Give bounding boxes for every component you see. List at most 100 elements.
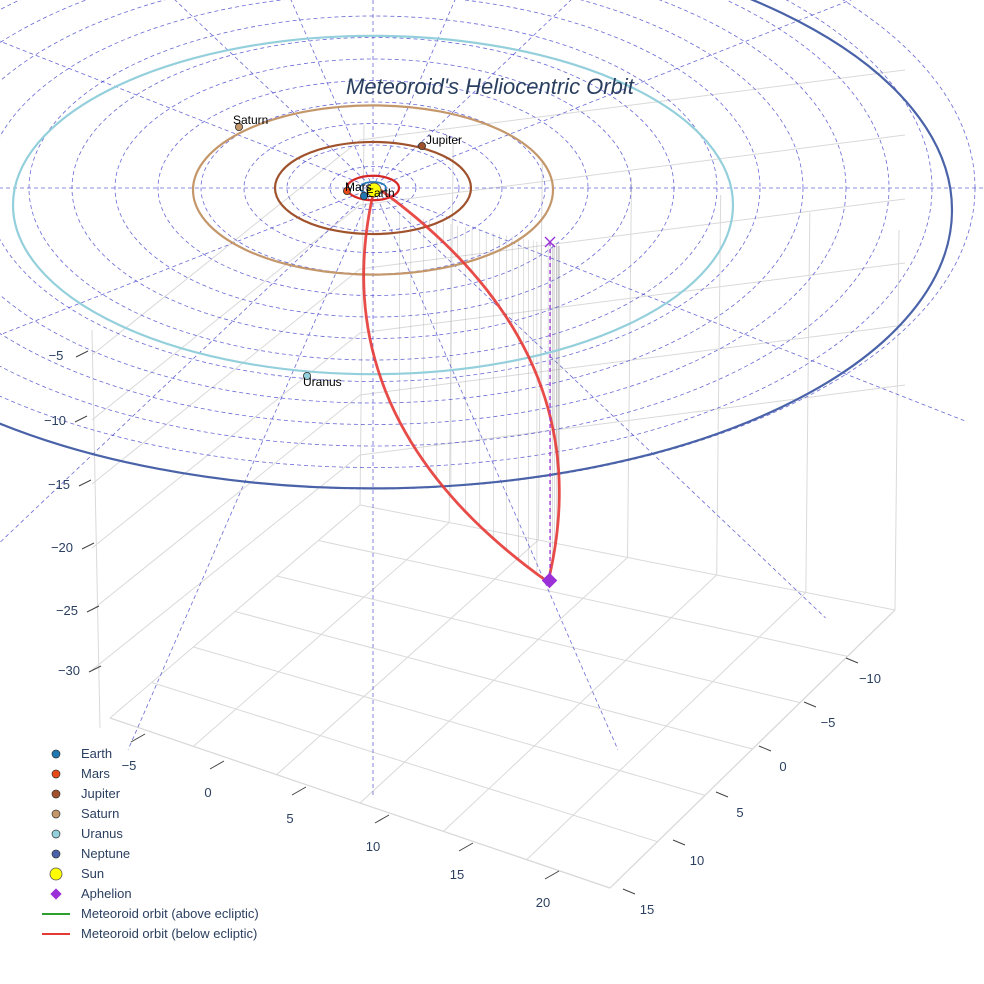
z-tick-mark bbox=[86, 605, 100, 613]
wall-grid-line bbox=[627, 177, 632, 558]
z-tick-mark bbox=[88, 665, 102, 673]
legend-swatch bbox=[51, 769, 61, 779]
wall-grid bbox=[91, 69, 906, 889]
planet-orbits bbox=[0, 0, 953, 490]
axis-ticks: −5 0 5 10 15 20 −10 −5 0 5 10 15 −5 −10 −15 −20 −25 −30 bbox=[44, 348, 881, 917]
x-tick-label: −5 bbox=[122, 758, 137, 773]
aphelion-marker bbox=[541, 572, 558, 589]
planet-label-mars: Mars bbox=[345, 180, 372, 194]
x-tick-mark bbox=[209, 760, 225, 770]
wall-grid-line bbox=[91, 204, 361, 421]
x-tick-label: 20 bbox=[536, 895, 550, 910]
polar-grid-spoke bbox=[0, 40, 965, 422]
x-tick-mark bbox=[458, 842, 474, 852]
meteoroid-orbit bbox=[362, 184, 561, 589]
x-tick-mark bbox=[291, 786, 307, 796]
legend-label: Uranus bbox=[81, 826, 123, 841]
legend-label: Earth bbox=[81, 746, 113, 761]
z-tick-label: −25 bbox=[56, 603, 78, 618]
planet-label-saturn: Saturn bbox=[233, 113, 268, 127]
ecliptic-polar-grid bbox=[0, 0, 984, 796]
legend-swatch bbox=[51, 849, 61, 859]
planet-earth bbox=[359, 191, 368, 200]
y-tick-mark bbox=[845, 657, 859, 664]
legend-label: Mars bbox=[81, 766, 110, 781]
chart-title: Meteoroid's Heliocentric Orbit bbox=[346, 74, 634, 99]
legend-swatch bbox=[51, 809, 61, 819]
legend-swatch bbox=[51, 749, 61, 759]
wall-grid-line bbox=[91, 394, 361, 611]
y-tick-label: −5 bbox=[821, 715, 836, 730]
floor-grid-line bbox=[318, 540, 848, 657]
wall-grid-line bbox=[894, 229, 900, 611]
y-tick-label: −10 bbox=[859, 671, 881, 686]
y-tick-label: 5 bbox=[736, 805, 743, 820]
z-tick-label: −10 bbox=[44, 413, 66, 428]
y-tick-label: 10 bbox=[690, 853, 704, 868]
legend-label: Meteoroid orbit (below ecliptic) bbox=[81, 926, 258, 941]
z-tick-mark bbox=[81, 542, 95, 550]
legend-label: Jupiter bbox=[81, 786, 121, 801]
x-tick-mark bbox=[374, 814, 390, 824]
y-tick-label: 0 bbox=[779, 759, 786, 774]
y-tick-mark bbox=[803, 701, 817, 708]
y-axis-line bbox=[609, 609, 896, 889]
y-tick-mark bbox=[672, 839, 686, 846]
legend-swatch bbox=[42, 933, 70, 935]
x-tick-label: 0 bbox=[204, 785, 211, 800]
polar-grid-ring bbox=[0, 0, 890, 447]
planet-mars bbox=[342, 186, 351, 195]
sun-marker bbox=[366, 182, 382, 198]
z-tick-label: −20 bbox=[51, 540, 73, 555]
x-tick-mark bbox=[130, 733, 146, 743]
meteoroid-orbit-below-ecliptic bbox=[362, 184, 561, 585]
floor-grid bbox=[109, 504, 896, 889]
x-tick-label: 15 bbox=[450, 867, 464, 882]
legend-swatch bbox=[50, 888, 62, 900]
z-tick-mark bbox=[74, 415, 88, 423]
wall-grid-line bbox=[91, 454, 361, 671]
legend-label: Meteoroid orbit (above ecliptic) bbox=[81, 906, 259, 921]
legend-swatch bbox=[42, 913, 70, 915]
wall-grid-line bbox=[91, 139, 361, 356]
floor-grid-line bbox=[526, 592, 807, 861]
polar-grid-ring bbox=[0, 0, 761, 382]
legend-swatch bbox=[49, 867, 63, 881]
polar-grid-ring bbox=[286, 144, 460, 232]
wall-grid-line bbox=[716, 194, 722, 576]
aphelion-projection-marker bbox=[544, 236, 556, 248]
orbit-saturn bbox=[191, 104, 555, 276]
z-tick-mark bbox=[78, 479, 92, 487]
planet-saturn bbox=[234, 123, 243, 132]
z-tick-label: −5 bbox=[49, 348, 64, 363]
legend-swatch bbox=[51, 789, 61, 799]
polar-grid-ring bbox=[0, 0, 933, 468]
planet-label-uranus: Uranus bbox=[303, 375, 342, 389]
legend-label: Sun bbox=[81, 866, 105, 881]
z-tick-mark bbox=[75, 350, 89, 358]
x-axis-line bbox=[109, 717, 611, 889]
planet-label-jupiter: Jupiter bbox=[426, 133, 462, 147]
orbit-neptune bbox=[0, 0, 953, 490]
floor-grid-line bbox=[442, 574, 718, 832]
x-tick-mark bbox=[544, 870, 560, 880]
wall-grid-line bbox=[359, 134, 906, 206]
polar-grid-ring bbox=[0, 0, 804, 404]
y-tick-label: 15 bbox=[640, 902, 654, 917]
wall-grid-line bbox=[359, 198, 906, 270]
y-tick-mark bbox=[715, 791, 729, 798]
y-tick-mark bbox=[622, 888, 636, 895]
z-axis-line bbox=[91, 329, 101, 729]
drop-lines bbox=[399, 213, 560, 574]
x-tick-label: 5 bbox=[286, 811, 293, 826]
z-tick-label: −15 bbox=[48, 477, 70, 492]
legend-swatch bbox=[51, 829, 61, 839]
wall-grid-line bbox=[91, 332, 361, 549]
legend-label: Aphelion bbox=[81, 886, 132, 901]
z-tick-label: −30 bbox=[58, 663, 80, 678]
planet-uranus bbox=[302, 371, 311, 380]
y-tick-mark bbox=[758, 745, 772, 752]
legend-label: Saturn bbox=[81, 806, 120, 821]
